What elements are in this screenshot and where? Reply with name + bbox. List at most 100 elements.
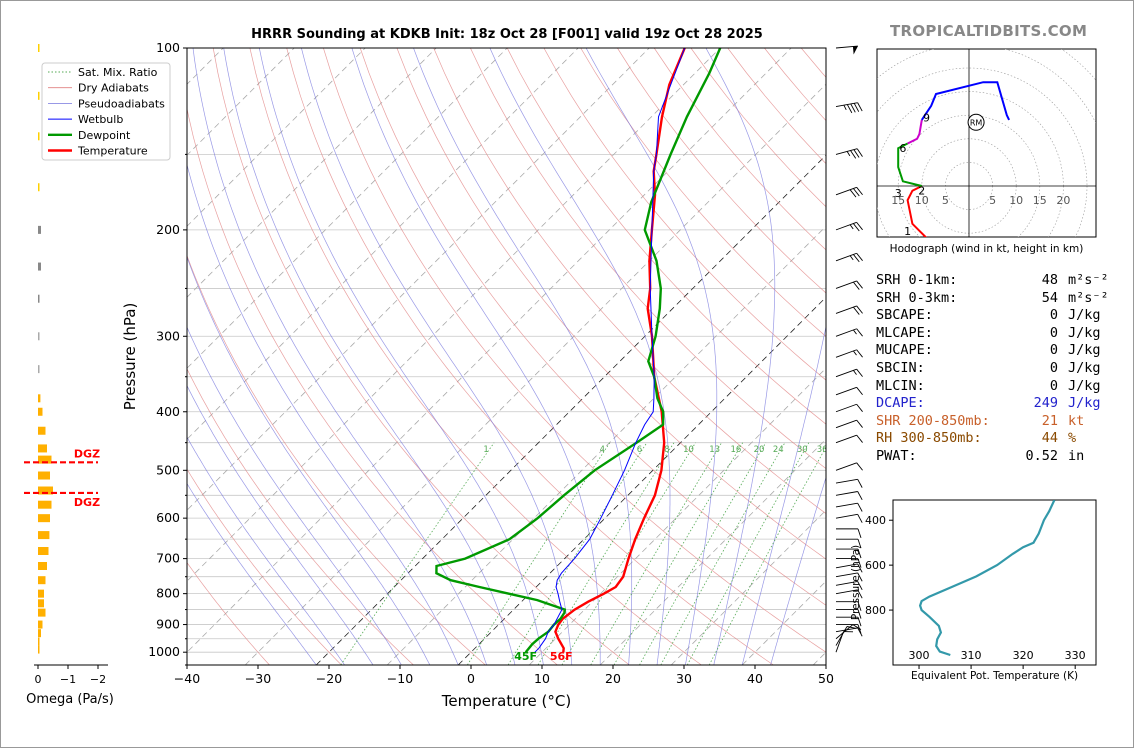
dgz-label: DGZ (74, 447, 100, 460)
mixing-ratio-line (708, 446, 826, 665)
omega-bar (38, 599, 44, 608)
wind-barb (835, 386, 863, 396)
mixing-ratio-label: 10 (683, 445, 694, 455)
wind-barb (835, 328, 863, 337)
omega-bar (38, 44, 40, 52)
omega-bar (38, 514, 50, 523)
omega-bar (38, 365, 40, 374)
wind-barb (836, 538, 862, 549)
wind-barb (836, 548, 862, 559)
index-unit: m²s⁻² (1068, 289, 1109, 306)
dry-adiabat (187, 468, 342, 665)
index-row: MLCAPE: 0 J/kg (876, 325, 1116, 343)
isotherm (244, 83, 826, 665)
omega-bar (38, 620, 43, 629)
moist-adiabat (351, 48, 601, 665)
y-tick-label: 900 (156, 617, 180, 632)
hodograph-frame (876, 48, 1097, 238)
wind-barb (835, 572, 863, 582)
dry-adiabat (187, 561, 270, 665)
omega-bar (38, 407, 43, 416)
moist-adiabat (770, 476, 826, 665)
thetae-area (918, 500, 1056, 657)
wind-barb (835, 403, 863, 413)
index-value: 0.52 (1025, 448, 1058, 464)
isotherm (670, 509, 826, 665)
thetae-line (918, 500, 1056, 657)
wind-barb (835, 148, 863, 159)
x-tick-label: 50 (818, 671, 834, 686)
moist-adiabat (187, 436, 345, 665)
omega-bar (38, 561, 47, 570)
series-temperature (554, 48, 686, 653)
thetae-x-tick-label: 300 (909, 649, 930, 662)
omega-bar (38, 531, 50, 540)
skewt-frame (186, 47, 827, 666)
moist-adiabat (585, 48, 718, 665)
mixing-ratio-label: 1 (483, 445, 488, 455)
wind-barb (835, 349, 863, 358)
mixing-ratio-label: 36 (817, 445, 828, 455)
legend-label: Sat. Mix. Ratio (78, 66, 158, 79)
index-unit: J/kg (1068, 360, 1101, 376)
legend: Sat. Mix. Ratio Dry Adiabats Pseudoadiabat… (41, 62, 171, 161)
mixing-ratio-line (686, 442, 810, 665)
moist-adiabat (705, 48, 776, 665)
omega-tick-label: −2 (90, 673, 106, 686)
mixing-ratio-line (507, 442, 648, 665)
omega-bar (38, 500, 52, 509)
legend-label: Wetbulb (78, 113, 123, 126)
y-tick-label: 800 (156, 586, 180, 601)
isotherm (386, 225, 826, 665)
wind-barb (835, 368, 863, 378)
thetae-y-tick-label: 600 (865, 559, 886, 572)
index-label: RH 300-850mb: (876, 430, 982, 447)
isotherm (528, 367, 826, 665)
hodograph-height-label: 3 (895, 187, 902, 200)
wind-barb (835, 581, 863, 591)
index-row: PWAT: 0.52 in (876, 448, 1116, 466)
index-label: MLCIN: (876, 377, 925, 394)
storm-motion-marker (967, 113, 985, 131)
isotherm (599, 438, 826, 665)
hodograph-height-label: 9 (923, 112, 930, 125)
storm-motion-label: RM (970, 118, 983, 127)
omega-tick-label: −1 (60, 673, 76, 686)
omega-axis-label: Omega (Pa/s) (26, 692, 114, 707)
legend-label: Dry Adiabats (78, 82, 149, 95)
mixing-ratio-line (613, 442, 744, 665)
mixing-ratio-line (561, 442, 696, 665)
wind-barb (836, 558, 862, 568)
x-tick-label: 10 (534, 671, 550, 686)
index-row: SBCAPE: 0 J/kg (876, 307, 1116, 325)
thetae-x-label: Equivalent Pot. Temperature (K) (911, 670, 1078, 682)
dry-adiabat (470, 48, 826, 470)
index-value: 21 (1041, 412, 1058, 429)
moist-adiabat (301, 48, 573, 665)
moist-adiabat (192, 48, 487, 665)
dry-adiabat (396, 48, 826, 560)
hodograph-height-label: 2 (918, 185, 925, 198)
thetae-frame (892, 499, 1097, 666)
x-tick-label: −10 (387, 671, 413, 686)
mixing-ratio-label: 24 (773, 445, 784, 455)
series-dewpoint (435, 48, 722, 653)
omega-bar (38, 471, 50, 480)
index-row: SBCIN: 0 J/kg (876, 360, 1116, 378)
index-row: DCAPE: 249 J/kg (876, 395, 1116, 413)
omega-bar (38, 576, 46, 585)
dry-adiabat (249, 48, 702, 665)
index-label: SRH 0-1km: (876, 272, 958, 288)
index-value: 0 (1049, 377, 1058, 394)
index-unit: kt (1068, 412, 1085, 429)
index-row: SRH 0-3km: 54 m²s⁻² (876, 290, 1116, 308)
index-label: MLCAPE: (876, 324, 933, 341)
index-label: SRH 0-3km: (876, 289, 958, 306)
index-label: PWAT: (876, 448, 917, 464)
mixing-ratio-line (660, 442, 786, 665)
hodograph-ring-label: 15 (891, 194, 905, 207)
hodograph-caption: Hodograph (wind in kt, height in km) (890, 243, 1084, 255)
thetae-x-tick-label: 320 (1013, 649, 1034, 662)
index-unit: J/kg (1068, 307, 1101, 324)
moist-adiabat (223, 48, 516, 665)
